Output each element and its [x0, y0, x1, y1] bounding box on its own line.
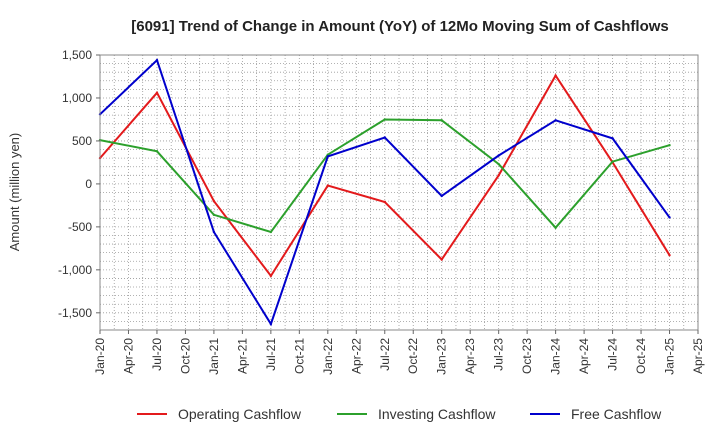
y-tick-label: 1,500	[62, 48, 92, 62]
x-tick-label: Jul-22	[378, 338, 392, 371]
y-tick-label: -500	[68, 220, 92, 234]
x-tick-label: Oct-24	[634, 338, 648, 374]
data-point-free-cashflow	[440, 194, 443, 198]
data-point-operating-cashflow	[155, 91, 159, 95]
data-point-investing-cashflow	[383, 118, 386, 121]
x-tick-label: Apr-24	[577, 338, 591, 374]
legend-label-free-cashflow: Free Cashflow	[571, 406, 662, 422]
data-point-investing-cashflow	[611, 160, 614, 163]
legend-label-operating-cashflow: Operating Cashflow	[178, 406, 302, 422]
x-tick-label: Jan-25	[663, 338, 677, 375]
y-tick-label: 500	[72, 134, 92, 148]
grid	[99, 54, 699, 331]
data-point-free-cashflow	[554, 119, 557, 122]
x-tick-label: Jan-21	[207, 338, 221, 375]
data-point-investing-cashflow	[440, 119, 443, 122]
y-tick-label: 1,000	[62, 91, 92, 105]
x-tick-label: Jan-20	[93, 338, 107, 375]
data-point-operating-cashflow	[383, 200, 386, 204]
data-point-free-cashflow	[326, 155, 330, 158]
legend: Operating Cashflow Investing Cashflow Free…	[137, 406, 662, 422]
data-point-free-cashflow	[269, 322, 273, 326]
plot-area-frame	[99, 54, 699, 331]
x-tick-label: Jul-23	[492, 338, 506, 371]
x-tick-label: Oct-22	[406, 338, 420, 374]
x-tick-label: Apr-25	[691, 338, 705, 374]
x-axis-ticks: Jan-20 Apr-20 Jul-20 Oct-20 Jan-21 Apr-21 Jul-…	[93, 330, 705, 375]
data-point-investing-cashflow	[269, 230, 273, 234]
x-tick-label: Apr-22	[349, 338, 363, 374]
data-point-operating-cashflow	[212, 199, 216, 203]
legend-label-investing-cashflow: Investing Cashflow	[378, 406, 496, 422]
x-tick-label: Jul-24	[606, 338, 620, 371]
x-tick-label: Apr-21	[235, 338, 249, 374]
data-point-free-cashflow	[497, 154, 500, 157]
data-point-operating-cashflow	[269, 274, 273, 278]
x-tick-label: Jan-23	[435, 338, 449, 375]
y-tick-label: -1,000	[58, 263, 92, 277]
y-tick-label: -1,500	[58, 306, 92, 320]
data-point-investing-cashflow	[155, 150, 159, 153]
data-point-investing-cashflow	[554, 226, 557, 229]
data-point-operating-cashflow	[554, 74, 557, 77]
data-point-operating-cashflow	[497, 174, 500, 177]
data-point-free-cashflow	[212, 230, 216, 234]
series-line-free-cashflow	[99, 58, 671, 327]
y-tick-label: 0	[85, 177, 92, 191]
data-point-operating-cashflow	[668, 254, 671, 257]
data-point-free-cashflow	[611, 137, 614, 140]
x-tick-label: Oct-23	[520, 338, 534, 374]
y-axis-ticks: 1,500 1,000 500 0 -500 -1,000 -1,500	[58, 48, 100, 320]
data-point-free-cashflow	[155, 58, 159, 62]
x-tick-label: Jan-24	[549, 338, 563, 375]
x-tick-label: Jan-22	[321, 338, 335, 375]
series-lines	[98, 58, 671, 327]
data-point-investing-cashflow	[497, 162, 500, 166]
x-tick-label: Apr-23	[463, 338, 477, 374]
data-point-operating-cashflow	[326, 184, 330, 187]
data-point-free-cashflow	[383, 136, 386, 139]
x-tick-label: Oct-21	[292, 338, 306, 374]
chart-title: [6091] Trend of Change in Amount (YoY) o…	[131, 18, 669, 35]
y-axis-title: Amount (million yen)	[7, 133, 22, 252]
data-point-free-cashflow	[668, 216, 671, 219]
x-tick-label: Oct-20	[178, 338, 192, 374]
data-point-investing-cashflow	[668, 144, 671, 147]
x-tick-label: Apr-20	[121, 338, 135, 374]
data-point-operating-cashflow	[440, 258, 443, 261]
data-point-investing-cashflow	[212, 213, 216, 217]
x-tick-label: Jul-21	[264, 338, 278, 371]
x-tick-label: Jul-20	[150, 338, 164, 371]
